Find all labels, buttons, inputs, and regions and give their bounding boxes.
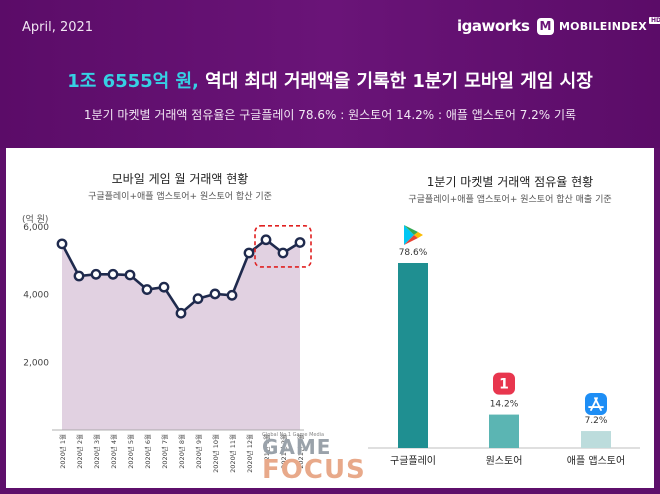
x-tick-label: 2020년 3월 (92, 434, 101, 469)
y-tick-label: 2,000 (23, 358, 49, 368)
revenue-area (62, 239, 300, 430)
report-date: April, 2021 (22, 20, 94, 35)
igaworks-logo: igaworks (457, 17, 530, 35)
market-label: 애플 앱스토어 (567, 455, 625, 467)
watermark-focus: FOCUS (262, 455, 366, 485)
data-point (73, 270, 85, 282)
x-tick-label: 2021년 2월 (279, 434, 288, 469)
share-value-label: 14.2% (490, 400, 519, 410)
watermark-game: GAME (262, 435, 332, 459)
data-point (243, 247, 255, 259)
x-tick-label: 2020년 11월 (228, 434, 237, 473)
x-tick-label: 2021년 1월 (262, 434, 271, 469)
data-point (175, 307, 187, 319)
data-point (226, 289, 238, 301)
headline-rest: 역대 최대 거래액을 기록한 1분기 모바일 게임 시장 (198, 71, 593, 92)
market-label: 구글플레이 (390, 455, 436, 467)
google-play-icon (404, 225, 423, 245)
share-value-label: 7.2% (585, 416, 608, 426)
x-tick-label: 2020년 7월 (160, 434, 169, 469)
data-point (192, 293, 204, 305)
x-tick-label: 2021년 3월 (296, 434, 305, 469)
mobileindex-m-icon: M (537, 18, 554, 35)
y-tick-label: 6,000 (23, 223, 49, 233)
mobileindex-wordmark: MOBILEINDEX (559, 20, 647, 33)
market-label: 원스토어 (486, 455, 523, 467)
gamefocus-watermark: Global No.1 Game Media GAME (262, 432, 332, 459)
data-point (209, 288, 221, 300)
x-tick-label: 2020년 2월 (75, 434, 84, 469)
app-store-icon (585, 393, 607, 416)
data-point (294, 237, 306, 248)
data-point (158, 281, 170, 293)
data-point (124, 269, 136, 281)
share-chart-title: 1분기 마켓별 거래액 점유율 현황 (426, 175, 594, 189)
monthly-chart-subtitle: 구글플레이+애플 앱스토어+ 원스토어 합산 기준 (88, 192, 272, 202)
onestore-icon-glyph: 1 (499, 377, 509, 393)
x-tick-label: 2020년 10월 (211, 434, 220, 473)
data-point (141, 284, 153, 295)
y-axis-unit: (억 원) (22, 213, 48, 225)
data-point (277, 247, 289, 259)
mobileindex-logo: M MOBILEINDEX HD (537, 17, 660, 35)
x-tick-label: 2020년 4월 (109, 434, 118, 469)
share-bar (489, 414, 519, 448)
x-tick-label: 2020년 1월 (58, 434, 67, 469)
data-point (260, 234, 272, 246)
highlight-box (254, 224, 312, 268)
x-tick-label: 2020년 5월 (126, 434, 135, 469)
x-tick-label: 2020년 12월 (245, 434, 254, 473)
headline: 1조 6555억 원, 역대 최대 거래액을 기록한 1분기 모바일 게임 시장 (0, 67, 660, 93)
share-chart-subtitle: 구글플레이+애플 앱스토어+ 원스토어 합산 매출 기준 (408, 195, 612, 205)
share-bar (398, 263, 428, 448)
data-point (90, 268, 102, 280)
data-point (56, 238, 68, 250)
mobileindex-hd-badge: HD (648, 17, 660, 24)
x-tick-label: 2020년 6월 (143, 434, 152, 469)
subheadline: 1분기 마켓별 거래액 점유율은 구글플레이 78.6% : 원스토어 14.2… (83, 108, 577, 122)
monthly-chart-title: 모바일 게임 월 거래액 현황 (111, 172, 249, 186)
onestore-icon (493, 372, 515, 395)
watermark-tagline: Global No.1 Game Media (262, 432, 325, 438)
headline-highlight: 1조 6555억 원, (67, 71, 199, 92)
share-bar (581, 431, 611, 448)
y-tick-label: 4,000 (23, 291, 49, 301)
data-point (107, 268, 119, 280)
x-tick-label: 2020년 9월 (194, 434, 203, 469)
app-store-icon-glyph (588, 397, 604, 411)
x-tick-label: 2020년 8월 (177, 434, 186, 469)
share-value-label: 78.6% (399, 248, 428, 258)
